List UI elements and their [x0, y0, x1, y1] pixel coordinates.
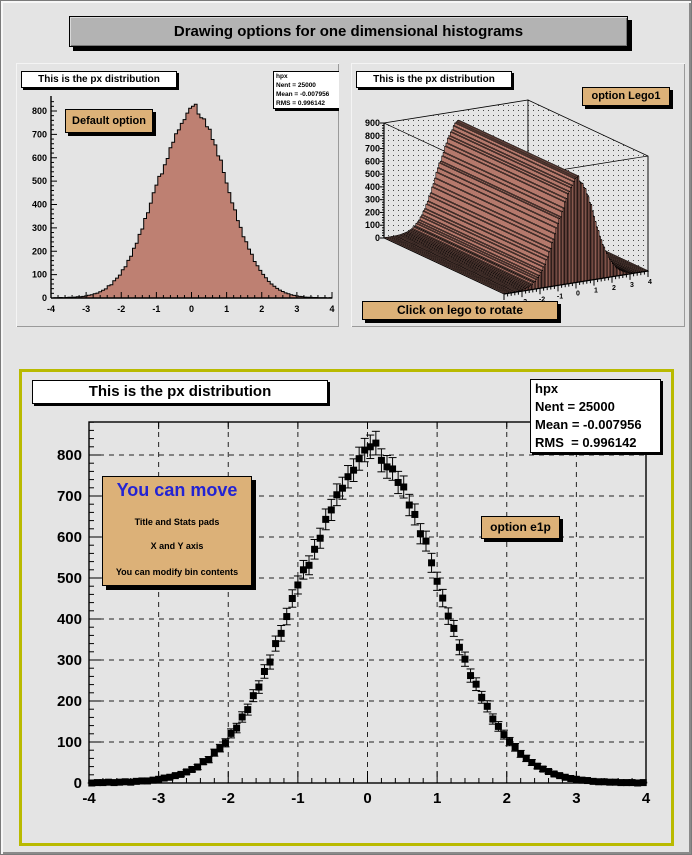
- svg-text:1: 1: [224, 304, 229, 314]
- svg-text:100: 100: [57, 734, 82, 751]
- pad-e1p[interactable]: -4 -3 -2 -1 0 1 2 3 4 0 100 200 300 400 500 600 700 800 T…: [19, 369, 674, 846]
- svg-text:2: 2: [612, 285, 616, 292]
- svg-text:600: 600: [57, 529, 82, 546]
- svg-text:0: 0: [74, 775, 82, 792]
- stats-mean: Mean = -0.007956: [276, 91, 330, 98]
- stats-rms: RMS = 0.996142: [535, 435, 637, 450]
- svg-text:0: 0: [42, 293, 47, 303]
- pad3-title-box[interactable]: This is the px distribution: [32, 380, 328, 404]
- svg-text:1: 1: [594, 288, 598, 295]
- svg-text:3: 3: [630, 282, 634, 289]
- svg-text:400: 400: [32, 200, 47, 210]
- svg-text:800: 800: [32, 106, 47, 116]
- svg-text:500: 500: [32, 176, 47, 186]
- axes: [50, 96, 333, 299]
- svg-text:-3: -3: [152, 790, 165, 807]
- svg-text:-2: -2: [539, 296, 545, 303]
- option-lego1-label[interactable]: option Lego1: [582, 87, 670, 106]
- default-histogram-plot[interactable]: -4 -3 -2 -1 0 1 2 3 4 0 100 200 300 400 500 600 700 800: [16, 63, 339, 327]
- svg-text:500: 500: [365, 169, 380, 179]
- svg-text:0: 0: [576, 291, 580, 298]
- lego-bars[interactable]: [383, 119, 649, 295]
- svg-text:-1: -1: [152, 304, 160, 314]
- svg-text:300: 300: [32, 223, 47, 233]
- svg-text:-2: -2: [117, 304, 125, 314]
- axis-labels: -4 -3 -2 -1 0 1 2 3 4 0 100 200 300 400 500 600 700 800: [32, 106, 335, 314]
- svg-text:700: 700: [365, 144, 380, 154]
- stats-name: hpx: [276, 73, 288, 80]
- svg-text:-4: -4: [82, 790, 96, 807]
- lego-plot[interactable]: 0100200300400500600700800900-4-3-2-10123…: [351, 63, 685, 327]
- svg-text:100: 100: [365, 220, 380, 230]
- svg-text:2: 2: [503, 790, 511, 807]
- stats-mean: Mean = -0.007956: [535, 417, 642, 432]
- svg-text:600: 600: [32, 153, 47, 163]
- z-axis: [380, 122, 385, 239]
- svg-text:600: 600: [365, 156, 380, 166]
- svg-text:200: 200: [365, 207, 380, 217]
- svg-text:800: 800: [365, 131, 380, 141]
- pad1-title-box[interactable]: This is the px distribution: [21, 71, 177, 88]
- svg-text:700: 700: [57, 488, 82, 505]
- note-line: You can modify bin contents: [115, 567, 239, 577]
- pad-default-option[interactable]: -4 -3 -2 -1 0 1 2 3 4 0 100 200 300 400 500 600 700 800 T…: [16, 63, 339, 327]
- default-option-label[interactable]: Default option: [65, 109, 153, 133]
- svg-text:900: 900: [365, 118, 380, 128]
- stats-name: hpx: [535, 381, 559, 396]
- svg-text:0: 0: [189, 304, 194, 314]
- svg-text:200: 200: [32, 246, 47, 256]
- pad-lego1[interactable]: 0100200300400500600700800900-4-3-2-10123…: [351, 63, 685, 327]
- note-heading: You can move: [116, 480, 238, 500]
- note-line: Title and Stats pads: [134, 517, 220, 527]
- svg-text:-4: -4: [47, 304, 55, 314]
- svg-text:-2: -2: [222, 790, 235, 807]
- svg-text:-1: -1: [557, 293, 563, 300]
- svg-text:4: 4: [642, 790, 651, 807]
- option-e1p-label[interactable]: option e1p: [481, 516, 560, 539]
- svg-text:400: 400: [57, 611, 82, 628]
- svg-text:-3: -3: [82, 304, 90, 314]
- svg-text:-1: -1: [291, 790, 304, 807]
- svg-text:400: 400: [365, 182, 380, 192]
- svg-text:3: 3: [572, 790, 580, 807]
- pad3-stats-box[interactable]: hpx Nent = 25000 Mean = -0.007956 RMS = …: [530, 379, 661, 453]
- svg-text:3: 3: [294, 304, 299, 314]
- svg-text:100: 100: [32, 270, 47, 280]
- svg-text:300: 300: [365, 195, 380, 205]
- pad1-stats-box[interactable]: hpx Nent = 25000 Mean = -0.007956 RMS = …: [273, 71, 339, 109]
- svg-text:2: 2: [259, 304, 264, 314]
- data-markers[interactable]: [87, 430, 648, 787]
- stats-entries: Nent = 25000: [276, 82, 316, 89]
- x-axis: [503, 270, 649, 300]
- svg-text:800: 800: [57, 447, 82, 464]
- e1p-scatter-plot[interactable]: -4 -3 -2 -1 0 1 2 3 4 0 100 200 300 400 500 600 700 800: [22, 372, 671, 843]
- svg-text:500: 500: [57, 570, 82, 587]
- click-lego-rotate-button[interactable]: Click on lego to rotate: [362, 301, 558, 320]
- svg-text:200: 200: [57, 693, 82, 710]
- svg-text:700: 700: [32, 129, 47, 139]
- pad2-title-box[interactable]: This is the px distribution: [356, 71, 512, 88]
- axis-labels: -4 -3 -2 -1 0 1 2 3 4 0 100 200 300 400 500 600 700 800: [57, 447, 651, 807]
- stats-entries: Nent = 25000: [535, 399, 615, 414]
- svg-text:0: 0: [375, 233, 380, 243]
- svg-text:4: 4: [329, 304, 334, 314]
- you-can-move-note-box[interactable]: You can move Title and Stats pads X and …: [102, 476, 252, 586]
- svg-text:1: 1: [433, 790, 441, 807]
- main-title-bar[interactable]: Drawing options for one dimensional hist…: [69, 16, 628, 47]
- histogram-bars[interactable]: [51, 103, 333, 299]
- svg-text:0: 0: [363, 790, 371, 807]
- svg-text:4: 4: [648, 279, 652, 286]
- note-line: X and Y axis: [150, 541, 204, 551]
- svg-text:300: 300: [57, 652, 82, 669]
- stats-rms: RMS = 0.996142: [276, 100, 325, 107]
